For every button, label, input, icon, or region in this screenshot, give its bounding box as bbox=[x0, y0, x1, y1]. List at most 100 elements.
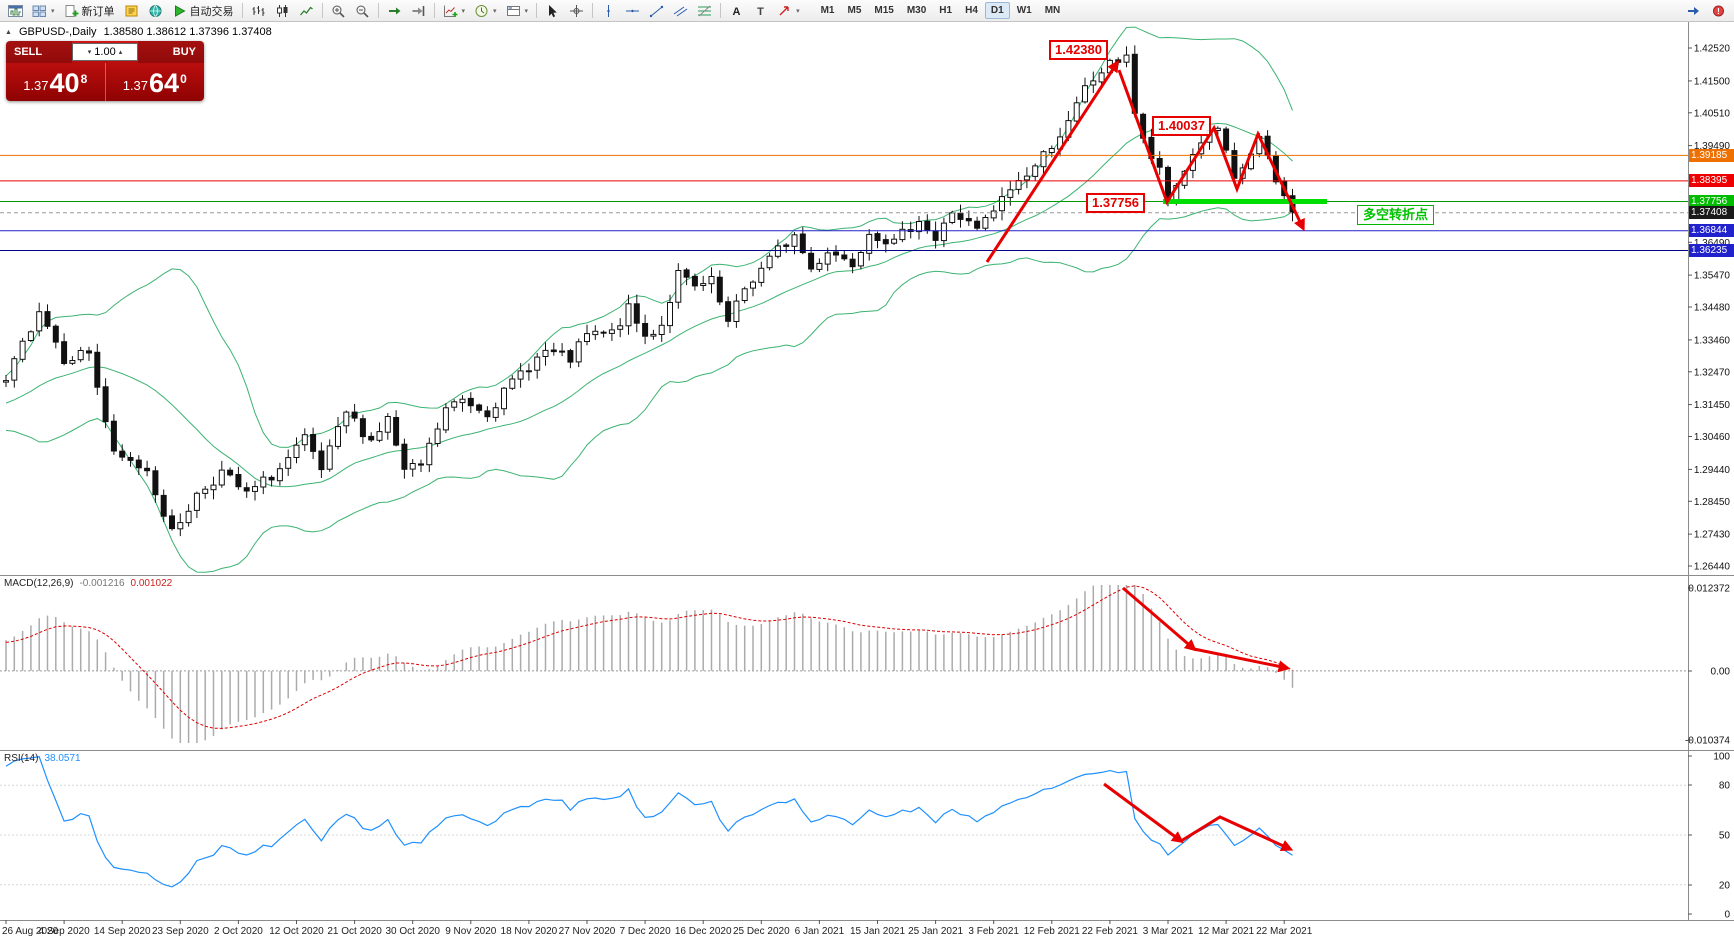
timeframe-m1[interactable]: M1 bbox=[815, 2, 841, 19]
timeframe-h4[interactable]: H4 bbox=[959, 2, 984, 19]
price-axis[interactable]: 1.42520 1.41500 1.40510 1.39490 1.36490 1.354… bbox=[1685, 44, 1730, 921]
auto-scroll[interactable] bbox=[383, 1, 406, 21]
svg-text:9 Nov 2020: 9 Nov 2020 bbox=[445, 926, 497, 937]
svg-text:1.40510: 1.40510 bbox=[1694, 108, 1731, 119]
chart-shift-icon bbox=[411, 4, 426, 18]
svg-text:1.33460: 1.33460 bbox=[1694, 335, 1731, 346]
chevron-down-icon: ▾ bbox=[51, 7, 55, 15]
horizontal-line[interactable] bbox=[621, 1, 644, 21]
svg-text:12 Oct 2020: 12 Oct 2020 bbox=[269, 926, 324, 937]
rsi-panel bbox=[0, 756, 1688, 888]
svg-text:18 Nov 2020: 18 Nov 2020 bbox=[501, 926, 558, 937]
macd-panel bbox=[0, 585, 1688, 743]
text[interactable]: A bbox=[725, 1, 748, 21]
profiles[interactable]: ▾ bbox=[28, 1, 59, 21]
timeframe-m30[interactable]: M30 bbox=[901, 2, 932, 19]
price-level-badge[interactable]: 1.39185 bbox=[1689, 148, 1734, 162]
price-level-badge[interactable]: 1.38395 bbox=[1689, 174, 1734, 188]
chevron-down-icon: ▾ bbox=[524, 7, 529, 15]
buy-price[interactable]: 1.37 64 0 bbox=[122, 68, 187, 98]
svg-text:25 Dec 2020: 25 Dec 2020 bbox=[733, 926, 790, 937]
metaeditor-icon bbox=[124, 4, 139, 18]
new-chart[interactable] bbox=[4, 1, 27, 21]
buy-button[interactable]: BUY bbox=[138, 41, 204, 63]
price-callout-137756[interactable]: 1.37756 bbox=[1086, 193, 1145, 213]
svg-text:27 Nov 2020: 27 Nov 2020 bbox=[559, 926, 616, 937]
volume-decrease-icon[interactable]: ▾ bbox=[87, 48, 92, 56]
svg-text:1.35470: 1.35470 bbox=[1694, 271, 1731, 282]
timeframe-d1[interactable]: D1 bbox=[984, 2, 1010, 19]
svg-text:1.27430: 1.27430 bbox=[1694, 530, 1731, 541]
candlestick-mode[interactable] bbox=[271, 1, 294, 21]
svg-text:30 Oct 2020: 30 Oct 2020 bbox=[385, 926, 440, 937]
chart-shift[interactable] bbox=[407, 1, 430, 21]
macd-main-value: -0.001216 bbox=[79, 578, 125, 589]
timeframe-m15[interactable]: M15 bbox=[868, 2, 899, 19]
alerts-icon: ! bbox=[1711, 4, 1726, 18]
rsi-trend-arrow[interactable] bbox=[1103, 782, 1184, 844]
svg-text:21 Oct 2020: 21 Oct 2020 bbox=[327, 926, 382, 937]
trend-arrow[interactable] bbox=[985, 59, 1119, 263]
crosshair-icon bbox=[569, 4, 584, 18]
text-icon: A bbox=[729, 4, 744, 18]
collapse-one-click-icon[interactable]: ▲ bbox=[5, 28, 12, 36]
periods-icon bbox=[474, 4, 489, 18]
rsi-trend-arrow[interactable] bbox=[1180, 815, 1294, 851]
indicators[interactable]: ▾ bbox=[439, 1, 470, 21]
price-level-badge[interactable]: 1.36844 bbox=[1689, 224, 1734, 238]
chart-forward[interactable] bbox=[1682, 1, 1705, 21]
new-order[interactable]: 新订单 bbox=[60, 1, 119, 21]
volume-increase-icon[interactable]: ▴ bbox=[118, 48, 123, 56]
community[interactable] bbox=[144, 1, 167, 21]
zoom-out[interactable] bbox=[351, 1, 374, 21]
candles-layer bbox=[3, 45, 1296, 537]
volume-field[interactable]: ▾ 1.00 ▴ bbox=[72, 43, 138, 61]
pivot-note-label[interactable]: 多空转折点 bbox=[1357, 205, 1435, 225]
trend-arrow[interactable] bbox=[1117, 69, 1305, 232]
chevron-down-icon: ▾ bbox=[493, 7, 497, 15]
bar-chart-mode[interactable] bbox=[247, 1, 270, 21]
sell-price[interactable]: 1.37 40 8 bbox=[6, 63, 106, 101]
price-callout-140037[interactable]: 1.40037 bbox=[1152, 116, 1211, 136]
templates-icon bbox=[506, 4, 521, 18]
macd-trend-arrow[interactable] bbox=[1193, 647, 1291, 673]
fibonacci-retracement-icon bbox=[697, 4, 712, 18]
macd-trend-arrow[interactable] bbox=[1122, 586, 1197, 652]
autotrading[interactable]: 自动交易 bbox=[168, 1, 238, 21]
templates[interactable]: ▾ bbox=[502, 1, 533, 21]
autotrading-label: 自动交易 bbox=[189, 5, 234, 18]
equidistant-channel[interactable] bbox=[669, 1, 692, 21]
svg-text:14 Sep 2020: 14 Sep 2020 bbox=[94, 926, 151, 937]
timeframe-w1[interactable]: W1 bbox=[1011, 2, 1038, 19]
chevron-down-icon: ▾ bbox=[796, 7, 800, 15]
sell-button[interactable]: SELL bbox=[6, 41, 72, 63]
price-level-badge[interactable]: 1.36235 bbox=[1689, 244, 1734, 257]
zoom-in[interactable] bbox=[327, 1, 350, 21]
symbol-period-label: GBPUSD-,Daily bbox=[18, 26, 97, 38]
chevron-down-icon: ▾ bbox=[461, 7, 466, 15]
line-chart-mode[interactable] bbox=[295, 1, 318, 21]
periods[interactable]: ▾ bbox=[470, 1, 501, 21]
bollinger-lower-band bbox=[5, 207, 1293, 573]
fibonacci-retracement[interactable] bbox=[693, 1, 716, 21]
svg-text:20: 20 bbox=[1719, 881, 1731, 892]
timeframe-h1[interactable]: H1 bbox=[933, 2, 958, 19]
arrow-objects[interactable]: ▾ bbox=[773, 1, 804, 21]
price-callout-142380[interactable]: 1.42380 bbox=[1049, 40, 1108, 60]
text-label[interactable]: T bbox=[749, 1, 772, 21]
price-level-badge[interactable]: 1.37756 bbox=[1689, 195, 1734, 208]
volume-value[interactable]: 1.00 bbox=[94, 46, 116, 58]
cursor[interactable] bbox=[541, 1, 564, 21]
timeframe-mn[interactable]: MN bbox=[1039, 2, 1067, 19]
trendline[interactable] bbox=[645, 1, 668, 21]
alerts[interactable]: ! bbox=[1707, 1, 1730, 21]
vertical-line-icon bbox=[601, 4, 616, 18]
vertical-line[interactable] bbox=[597, 1, 620, 21]
toolbar-right-group: ! bbox=[1682, 1, 1730, 21]
metaeditor[interactable] bbox=[120, 1, 143, 21]
timeframe-m5[interactable]: M5 bbox=[841, 2, 867, 19]
svg-text:0.012372: 0.012372 bbox=[1688, 584, 1730, 595]
crosshair[interactable] bbox=[565, 1, 588, 21]
